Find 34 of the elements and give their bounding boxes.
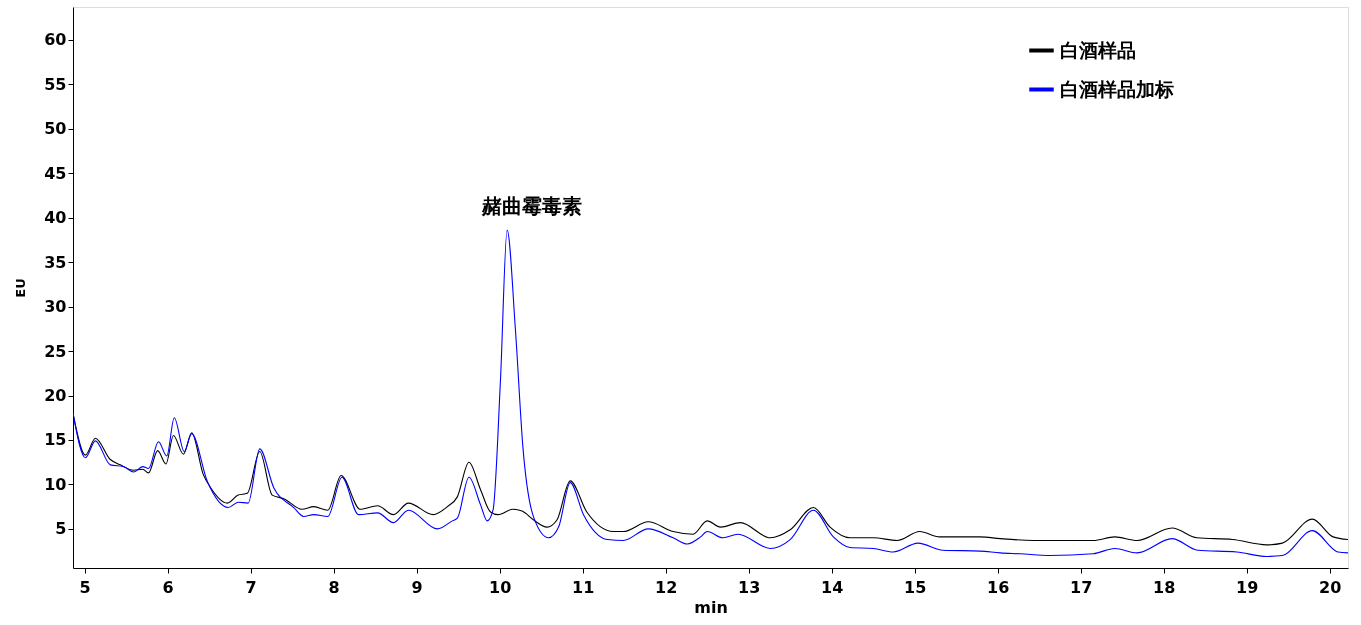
x-tick-label: 10 (489, 577, 512, 597)
annotation: 赭曲霉毒素 (481, 194, 582, 218)
y-tick-label: 5 (55, 519, 67, 539)
y-tick-label: 20 (44, 386, 67, 406)
x-tick-label: 19 (1236, 577, 1259, 597)
x-tick-label: 11 (572, 577, 595, 597)
y-tick-label: 55 (44, 74, 67, 94)
x-tick-label: 5 (79, 577, 91, 597)
y-tick-label: 10 (44, 474, 67, 494)
y-tick-label: 15 (44, 430, 67, 450)
legend-label: 白酒样品加标 (1060, 77, 1174, 100)
y-tick-label: 50 (44, 119, 67, 139)
y-tick-label: 30 (44, 297, 67, 317)
y-axis-title: EU (13, 278, 29, 298)
x-tick-label: 9 (411, 577, 423, 597)
x-tick-label: 6 (162, 577, 174, 597)
x-tick-label: 12 (655, 577, 678, 597)
x-axis-title: min (694, 597, 728, 617)
y-tick-label: 40 (44, 208, 67, 228)
x-tick-label: 17 (1070, 577, 1093, 597)
line-series (73, 229, 1348, 557)
y-tick-label: 25 (44, 341, 67, 361)
x-tick-label: 14 (821, 577, 844, 597)
x-tick-label: 16 (987, 577, 1010, 597)
y-tick-label: 35 (44, 252, 67, 272)
y-tick-label: 45 (44, 163, 67, 183)
x-tick-label: 7 (245, 577, 257, 597)
legend-label: 白酒样品 (1060, 38, 1136, 61)
x-tick-label: 20 (1319, 577, 1342, 597)
y-tick-label: 60 (44, 30, 67, 50)
x-tick-label: 8 (328, 577, 340, 597)
x-tick-label: 13 (738, 577, 761, 597)
x-tick-label: 18 (1153, 577, 1176, 597)
x-tick-label: 15 (904, 577, 927, 597)
